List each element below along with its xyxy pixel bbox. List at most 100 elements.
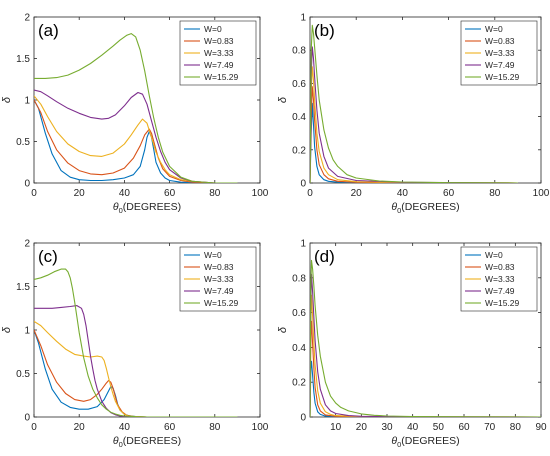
- x-tick-label: 100: [252, 422, 269, 433]
- series-line-w-0-83: [310, 86, 518, 183]
- y-tick-label: 2: [24, 239, 30, 250]
- x-tick-label: 80: [209, 422, 221, 433]
- x-tick-label: 70: [484, 422, 496, 433]
- legend-entry: W=3.33: [485, 48, 515, 58]
- x-tick-label: 80: [209, 188, 221, 199]
- y-axis-label: δ: [1, 96, 13, 103]
- y-tick-label: 0: [300, 413, 306, 424]
- x-tick-label: 20: [356, 422, 368, 433]
- series-line-w-3-33: [310, 294, 541, 417]
- y-tick-label: 2: [24, 13, 30, 24]
- series-line-w-7-49: [34, 89, 238, 183]
- series-line-w-0: [310, 102, 518, 183]
- legend-entry: W=0: [204, 250, 222, 260]
- panel-d: 10 20 30 40 50 60 70 80 90 0 0.2 0.4 0.6 0.8 1 θ0(DEGRE…: [277, 239, 547, 450]
- y-tick-label: 1: [24, 96, 30, 107]
- series-line-w-7-49: [310, 46, 518, 183]
- x-tick-label: 60: [458, 422, 470, 433]
- series-line-w-15-29: [310, 259, 541, 417]
- x-tick-label: 80: [510, 422, 522, 433]
- y-tick-label: 0.4: [292, 112, 306, 123]
- x-tick-label: 100: [533, 188, 550, 199]
- y-tick-label: 0: [24, 179, 30, 190]
- y-axis-label: δ: [277, 326, 289, 333]
- x-tick-label: 40: [119, 188, 131, 199]
- series-group: [310, 24, 518, 183]
- legend-entry: W=3.33: [204, 48, 234, 58]
- panel-b: 0 20 40 60 80 100 0 0.2 0.4 0.6 0.8 1 θ0(DEGREES) δ (b…: [277, 13, 550, 216]
- y-tick-label: 1.5: [16, 54, 30, 65]
- panel-c: 0 20 40 60 80 100 0 0.5 1 1.5 2 θ0(DEGREES) δ (c) W=0 W…: [1, 239, 269, 450]
- x-tick-label: 20: [351, 188, 363, 199]
- panel-a: 0 20 40 60 80 100 0 0.5 1 1.5 2 θ0(DEGREES) δ (a) W=0 W…: [1, 13, 269, 216]
- y-tick-label: 0.6: [292, 308, 306, 319]
- x-tick-label: 10: [330, 422, 342, 433]
- series-line-w-3-33: [34, 320, 238, 417]
- series-group: [34, 268, 238, 417]
- series-line-w-0: [34, 329, 238, 417]
- x-tick-label: 40: [407, 422, 419, 433]
- y-tick-label: 1: [300, 13, 306, 24]
- x-tick-label: 40: [119, 422, 131, 433]
- series-line-w-15-29: [34, 268, 238, 417]
- y-tick-label: 1: [300, 239, 306, 250]
- series-line-w-3-33: [34, 95, 238, 183]
- x-tick-label: 0: [31, 188, 37, 199]
- legend-entry: W=0.83: [204, 262, 234, 272]
- legend-entry: W=15.29: [485, 298, 520, 308]
- x-axis-label: θ0(DEGREES): [391, 201, 459, 215]
- legend-entry: W=3.33: [204, 274, 234, 284]
- y-tick-label: 0.2: [292, 378, 306, 389]
- legend-entry: W=7.49: [204, 286, 234, 296]
- series-group: [34, 33, 238, 183]
- y-axis-label: δ: [277, 96, 289, 103]
- series-line-w-0-83: [34, 99, 238, 183]
- y-tick-label: 0.5: [16, 369, 30, 380]
- panel-label: (d): [314, 247, 335, 266]
- y-axis-label: δ: [1, 326, 13, 333]
- x-tick-label: 60: [164, 422, 176, 433]
- x-axis-label: θ0(DEGREES): [391, 435, 459, 449]
- series-line-w-15-29: [34, 33, 238, 183]
- x-tick-label: 30: [381, 422, 393, 433]
- series-line-w-0: [34, 99, 238, 183]
- x-tick-label: 40: [397, 188, 409, 199]
- legend-entry: W=0.83: [485, 262, 515, 272]
- legend-entry: W=0: [204, 24, 222, 34]
- y-tick-label: 0.4: [292, 343, 306, 354]
- legend-entry: W=0.83: [485, 36, 515, 46]
- legend-entry: W=7.49: [485, 286, 515, 296]
- panel-label: (a): [38, 21, 59, 40]
- legend-entry: W=7.49: [204, 60, 234, 70]
- y-tick-label: 0.8: [292, 273, 306, 284]
- series-line-w-0-83: [310, 320, 541, 417]
- y-tick-label: 0: [24, 413, 30, 424]
- y-tick-label: 0.5: [16, 137, 30, 148]
- series-line-w-3-33: [310, 66, 518, 183]
- legend-entry: W=15.29: [204, 72, 239, 82]
- x-tick-label: 80: [489, 188, 501, 199]
- legend-entry: W=0.83: [204, 36, 234, 46]
- y-tick-label: 0: [300, 179, 306, 190]
- y-tick-label: 0.6: [292, 79, 306, 90]
- y-tick-label: 0.8: [292, 46, 306, 57]
- series-line-w-15-29: [310, 24, 518, 183]
- x-tick-label: 60: [164, 188, 176, 199]
- series-line-w-7-49: [34, 305, 238, 417]
- x-tick-label: 0: [307, 188, 313, 199]
- legend-entry: W=15.29: [204, 298, 239, 308]
- series-group: [310, 259, 541, 417]
- panel-label: (c): [38, 247, 58, 266]
- series-line-w-7-49: [310, 273, 541, 417]
- x-tick-label: 50: [433, 422, 445, 433]
- x-tick-label: 0: [31, 422, 37, 433]
- x-axis-label: θ0(DEGREES): [113, 435, 181, 449]
- y-tick-label: 0.2: [292, 145, 306, 156]
- x-axis-label: θ0(DEGREES): [113, 201, 181, 215]
- y-tick-label: 1: [24, 326, 30, 337]
- legend-entry: W=3.33: [485, 274, 515, 284]
- y-tick-label: 1.5: [16, 282, 30, 293]
- x-tick-label: 60: [443, 188, 455, 199]
- panel-label: (b): [314, 21, 335, 40]
